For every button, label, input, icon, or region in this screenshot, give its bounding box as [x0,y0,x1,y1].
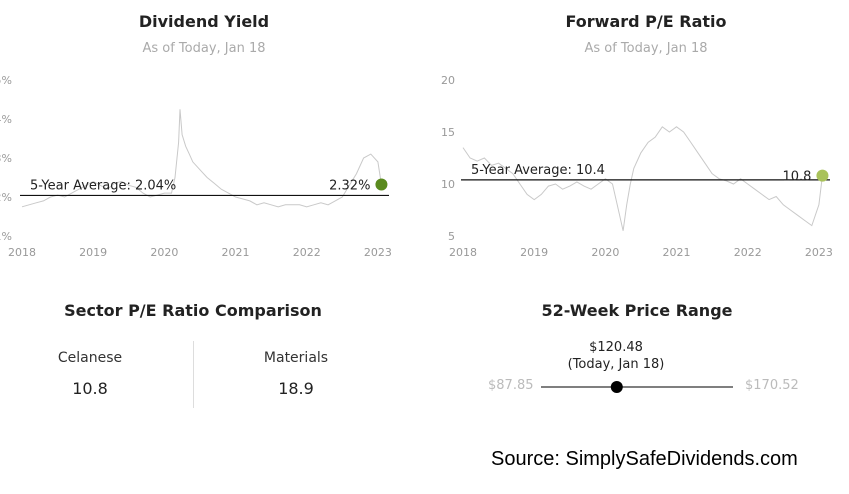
dividend-yield-title: Dividend Yield [138,12,270,31]
x-tick-label: 2022 [293,246,321,259]
source-credit: Source: SimplySafeDividends.com [491,448,798,470]
average-label: 5-Year Average: 2.04% [30,178,176,193]
y-tick-label: 10 [441,178,455,191]
forward-pe-subtitle: As of Today, Jan 18 [584,41,708,56]
current-price-label: $120.48 (Today, Jan 18) [546,339,686,373]
sector-comparison-title: Sector P/E Ratio Comparison [64,301,322,320]
average-label: 5-Year Average: 10.4 [471,163,605,178]
current-price: $120.48 [589,340,643,355]
range-current-dot [610,381,623,393]
x-tick-label: 2021 [222,246,250,259]
current-value-label: 10.8 [782,170,811,185]
series-line [462,126,823,231]
forward-pe-chart: 5 10 15 20 2018 2019 2020 2021 2022 2023 5-Year Av… [441,74,833,259]
y-tick-label: 4% [0,113,12,126]
forward-pe-title: Forward P/E Ratio [565,12,727,31]
x-tick-label: 2021 [663,246,691,259]
y-tick-label: 3% [0,152,12,165]
current-marker [816,169,829,182]
x-tick-label: 2018 [449,246,477,259]
current-marker [375,178,388,191]
x-tick-label: 2022 [734,246,762,259]
y-tick-label: 5 [448,230,455,243]
y-tick-label: 20 [441,74,455,87]
celanese-label: Celanese [57,350,123,366]
x-tick-label: 2023 [805,246,833,259]
x-tick-label: 2019 [520,246,548,259]
x-tick-label: 2019 [79,246,107,259]
series-line [21,109,382,208]
x-tick-label: 2020 [150,246,178,259]
price-range-title: 52-Week Price Range [541,301,733,320]
celanese-value: 10.8 [72,379,108,398]
x-tick-label: 2018 [8,246,36,259]
y-tick-label: 15 [441,126,455,139]
y-tick-label: 2% [0,191,12,204]
range-high: $170.52 [745,378,799,393]
materials-value: 18.9 [278,379,314,398]
range-low: $87.85 [488,378,534,393]
y-tick-label: 1% [0,230,12,243]
x-tick-label: 2023 [364,246,392,259]
x-tick-label: 2020 [591,246,619,259]
comparison-divider [193,341,194,408]
materials-label: Materials [263,350,329,366]
y-tick-label: 5% [0,74,12,87]
dividend-yield-chart: 1% 2% 3% 4% 5% 2018 2019 2020 2021 2022 2023 5-Year… [0,74,392,259]
dividend-yield-subtitle: As of Today, Jan 18 [142,41,266,56]
current-value-label: 2.32% [329,179,370,194]
current-price-note: (Today, Jan 18) [567,357,665,372]
